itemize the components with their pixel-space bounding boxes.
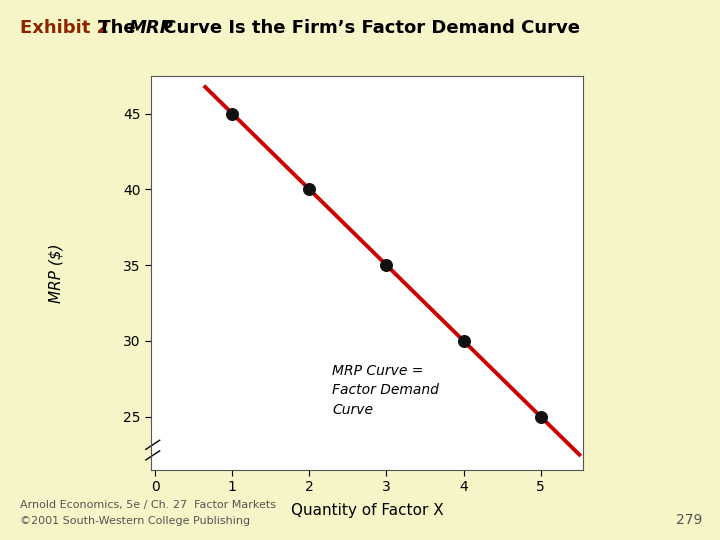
Point [226,109,238,118]
Text: MRP Curve =
Factor Demand
Curve: MRP Curve = Factor Demand Curve [333,363,439,417]
Text: MRP ($): MRP ($) [49,243,63,302]
Point [304,185,315,194]
Text: Arnold Economics, 5e / Ch. 27  Factor Markets: Arnold Economics, 5e / Ch. 27 Factor Mar… [20,500,276,510]
Text: MRP: MRP [128,19,173,37]
Text: Exhibit 2: Exhibit 2 [20,19,109,37]
X-axis label: Quantity of Factor X: Quantity of Factor X [291,503,444,517]
Point [458,336,469,345]
Text: ©2001 South-Western College Publishing: ©2001 South-Western College Publishing [20,516,251,526]
Text: 279: 279 [675,512,702,526]
Point [381,261,392,269]
Point [535,413,546,421]
Text: Curve Is the Firm’s Factor Demand Curve: Curve Is the Firm’s Factor Demand Curve [157,19,580,37]
Text: The: The [92,19,142,37]
